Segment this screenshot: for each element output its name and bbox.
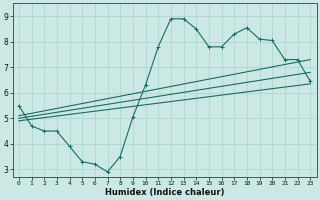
X-axis label: Humidex (Indice chaleur): Humidex (Indice chaleur) bbox=[105, 188, 224, 197]
